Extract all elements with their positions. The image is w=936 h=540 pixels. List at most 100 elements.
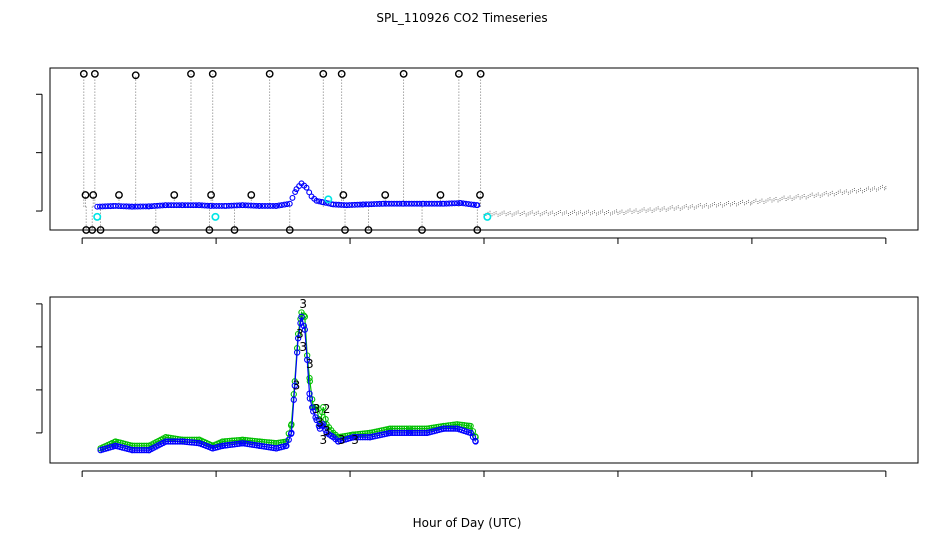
data-point: [123, 203, 130, 210]
x-axis-label: Hour of Day (UTC): [413, 516, 522, 530]
data-point: [474, 202, 481, 209]
outlier-point: [81, 191, 90, 199]
data-point: [276, 202, 283, 209]
point-label: 3: [323, 424, 331, 438]
outlier-point: [476, 191, 484, 199]
data-point: [168, 202, 175, 209]
data-point: [300, 322, 307, 329]
data-point: [286, 200, 293, 207]
data-point: [247, 202, 254, 209]
data-point: [262, 202, 268, 209]
data-point: [245, 202, 252, 209]
data-point: [201, 202, 208, 209]
data-point: [341, 202, 347, 208]
data-point: [346, 202, 353, 209]
data-point: [293, 349, 301, 356]
data-point: [154, 202, 161, 209]
data-point: [187, 202, 194, 209]
data-point: [463, 422, 470, 429]
data-point: [182, 202, 189, 209]
data-point: [343, 202, 350, 209]
data-point: [304, 356, 311, 363]
data-point: [210, 202, 217, 209]
data-point: [363, 201, 370, 208]
outlier-point: [418, 226, 426, 234]
data-point: [303, 184, 310, 191]
data-point: [330, 201, 337, 208]
data-point: [365, 201, 372, 208]
data-point: [228, 202, 235, 209]
data-point: [385, 200, 392, 207]
data-point: [400, 200, 407, 207]
data-point: [408, 200, 415, 207]
data-point: [102, 203, 109, 210]
data-point: [112, 202, 119, 209]
data-point: [179, 202, 186, 209]
outlier-point: [90, 69, 99, 78]
data-point: [208, 202, 215, 209]
data-point: [294, 335, 302, 342]
point-label: 3: [299, 297, 307, 311]
data-point: [403, 429, 410, 437]
data-point: [309, 404, 316, 411]
data-point: [396, 200, 403, 207]
data-point: [233, 202, 240, 209]
data-point: [393, 200, 400, 207]
outlier-point: [339, 191, 348, 199]
data-point: [414, 200, 420, 207]
data-point: [159, 202, 166, 209]
outlier-point: [285, 226, 294, 234]
data-point: [120, 203, 127, 210]
data-point: [156, 202, 163, 209]
data-point: [216, 202, 223, 209]
data-point: [196, 202, 203, 209]
data-point: [436, 200, 443, 207]
point-label: 3: [319, 433, 327, 447]
data-point: [462, 200, 469, 207]
data-point: [420, 200, 427, 207]
outlier-point: [151, 226, 160, 234]
data-point: [467, 422, 474, 430]
data-point: [319, 422, 326, 429]
data-point: [368, 201, 375, 208]
data-point: [96, 203, 103, 210]
data-point: [354, 201, 361, 208]
data-point: [151, 203, 158, 209]
data-point: [288, 429, 295, 437]
data-point: [406, 200, 412, 207]
outlier-point: [436, 191, 445, 199]
data-point: [290, 396, 297, 403]
data-point: [338, 201, 345, 208]
data-point: [376, 200, 383, 207]
data-point: [213, 202, 220, 209]
point-label: 3: [293, 379, 301, 393]
data-point: [443, 200, 450, 207]
outlier-point: [230, 226, 239, 234]
data-point: [313, 416, 320, 424]
data-point: [231, 202, 238, 209]
data-point: [320, 421, 327, 428]
data-point: [313, 197, 320, 204]
point-label: 3: [351, 433, 359, 447]
data-point: [281, 201, 288, 208]
plot-frame: [49, 67, 919, 231]
outlier-point: [88, 226, 97, 234]
data-point: [316, 198, 323, 205]
data-point: [471, 201, 477, 208]
data-point: [371, 201, 378, 208]
data-point: [173, 202, 180, 209]
outlier-point: [79, 69, 88, 78]
data-point: [115, 203, 122, 209]
data-point: [333, 201, 339, 208]
data-point: [291, 382, 298, 389]
data-point: [278, 202, 285, 208]
point-label: 2: [323, 402, 331, 416]
point-label: 3: [313, 402, 321, 416]
data-point: [285, 436, 292, 443]
data-point: [165, 202, 172, 209]
data-point: [434, 200, 441, 207]
data-point: [162, 202, 169, 209]
outlier-point: [208, 69, 217, 78]
